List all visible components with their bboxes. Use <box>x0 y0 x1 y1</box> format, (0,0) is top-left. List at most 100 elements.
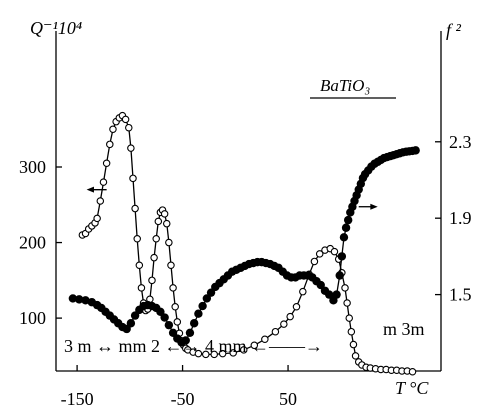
loss-data-point <box>148 276 156 285</box>
loss-data-point <box>135 261 144 269</box>
loss-data-point <box>102 159 111 167</box>
loss-data-point <box>121 115 130 124</box>
loss-data-point <box>351 352 360 360</box>
x-tick-label: -150 <box>61 389 94 409</box>
frequency-data-point <box>185 328 195 337</box>
loss-data-point <box>250 341 259 350</box>
right-y-tick-label: 1.9 <box>449 208 472 228</box>
loss-data-point <box>165 238 173 247</box>
loss-data-point <box>171 303 179 311</box>
phase-label-cubic: m 3m <box>383 319 425 339</box>
frequency-data-point <box>341 223 351 232</box>
frequency-data-point <box>160 313 169 322</box>
x-tick-label: -50 <box>171 389 195 409</box>
left-axis-title: Q⁻¹10⁴ <box>30 18 82 38</box>
loss-data-point <box>106 140 114 149</box>
frequency-data-point <box>126 319 136 328</box>
loss-data-point <box>345 314 353 322</box>
frequency-data-point <box>343 215 353 225</box>
loss-data-point <box>150 253 158 262</box>
loss-data-point <box>137 284 146 292</box>
loss-data-point <box>202 350 210 359</box>
loss-data-point <box>152 235 160 243</box>
axis-pointer-arrows <box>86 186 378 210</box>
frequency-data-point <box>339 233 349 242</box>
left-y-tick-label: 300 <box>19 157 46 177</box>
frequency-data-point <box>130 311 140 320</box>
left-y-axis-ticks: 100 200 300 <box>19 157 62 328</box>
frequency-data-point <box>324 290 334 299</box>
frequency-data-point <box>164 320 174 330</box>
loss-data-point <box>408 368 417 376</box>
right-axis-pointer-head <box>370 203 378 210</box>
loss-data-point <box>229 349 237 357</box>
loss-data-point <box>341 284 349 292</box>
loss-data-point <box>347 327 356 336</box>
loss-data-point <box>310 257 319 266</box>
frequency-data-point <box>156 307 165 316</box>
x-axis-ticks: -150 -50 50 <box>61 365 297 409</box>
frequency-data-point <box>194 309 203 318</box>
loss-data-point <box>127 144 135 152</box>
loss-data-point <box>286 312 294 321</box>
loss-data-point <box>154 217 163 226</box>
frequency-data-point <box>411 146 420 155</box>
frequency-data-point <box>332 290 341 299</box>
loss-data-point <box>299 287 307 296</box>
left-y-tick-label: 100 <box>19 308 46 328</box>
frequency-data-point <box>316 280 325 290</box>
loss-data-point <box>280 320 288 328</box>
loss-data-point <box>349 340 358 349</box>
right-axis-title-text: f ² <box>446 20 462 40</box>
right-y-tick-label: 1.5 <box>449 285 472 305</box>
loss-data-point <box>160 210 169 218</box>
loss-data-point <box>163 219 171 228</box>
right-axis-title: f ² <box>446 20 462 40</box>
left-axis-pointer-head <box>86 186 94 193</box>
left-axis-title-text: Q⁻¹10⁴ <box>30 18 82 38</box>
loss-data-point <box>271 327 280 336</box>
loss-data-point <box>109 125 117 133</box>
left-y-tick-label: 200 <box>19 233 46 253</box>
frequency-data-point <box>122 324 131 334</box>
x-tick-label: 50 <box>279 389 297 409</box>
loss-data-point <box>99 178 108 186</box>
frequency-data-point <box>168 328 178 337</box>
frequency-data-point <box>335 271 344 280</box>
loss-data-point <box>330 247 339 256</box>
frequency-data-point <box>81 296 90 305</box>
frequency-data-point <box>75 295 84 304</box>
phase-label-sequence: 3 m ↔ mm 2 ←→ 4 mm ←——→ <box>64 336 323 356</box>
loss-data-point <box>194 349 203 358</box>
compound-label: BaTiO₃ <box>320 76 370 95</box>
frequency-data-point <box>181 336 190 345</box>
loss-data-point <box>131 204 139 213</box>
loss-data-point <box>240 346 248 354</box>
frequency-data-point <box>68 294 78 303</box>
loss-data-point <box>96 197 105 205</box>
loss-data-point <box>343 299 351 307</box>
right-y-axis-ticks: 1.5 1.9 2.3 <box>435 132 472 305</box>
loss-data-point <box>125 123 133 132</box>
loss-data-point <box>210 350 218 359</box>
right-y-tick-label: 2.3 <box>449 132 472 152</box>
frequency-data-point <box>337 252 347 261</box>
loss-data-point <box>93 214 101 223</box>
x-axis-title: T °C <box>395 378 429 398</box>
frequency-data-point <box>198 301 207 311</box>
frequency-data-point <box>202 294 212 303</box>
loss-data-point <box>261 335 269 344</box>
loss-series-line <box>82 114 413 373</box>
loss-data-point <box>169 284 177 292</box>
loss-data-point <box>315 250 324 258</box>
x-axis-title-text: T °C <box>395 378 429 398</box>
frequency-data-point <box>206 288 216 297</box>
loss-data-point <box>292 303 301 311</box>
loss-data-point <box>167 261 175 269</box>
frequency-data-point <box>189 319 199 328</box>
loss-data-point <box>133 235 141 243</box>
loss-data-point <box>173 318 182 326</box>
series-frequency-filled-circles <box>68 146 420 347</box>
loss-data-point <box>218 349 227 358</box>
